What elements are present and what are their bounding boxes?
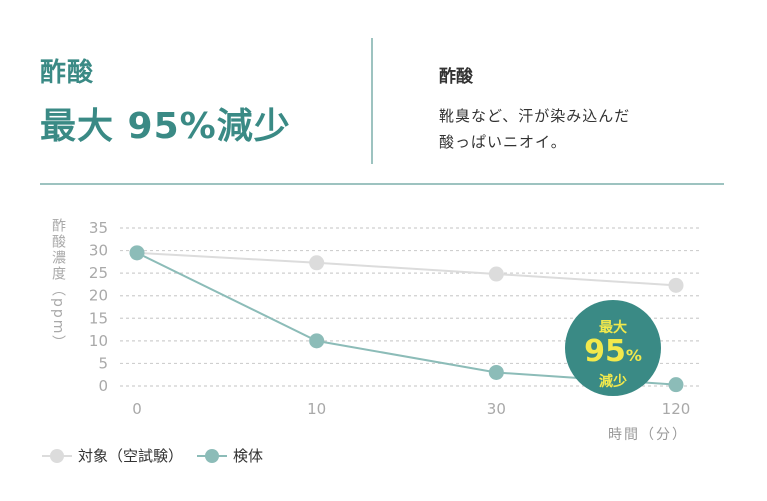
badge-value: 95	[584, 334, 626, 369]
legend-marker-sample	[197, 448, 228, 464]
x-tick-label: 30	[487, 400, 506, 418]
data-point-sample	[488, 364, 504, 380]
y-tick-label: 35	[89, 219, 108, 237]
data-point-control	[309, 255, 325, 271]
badge-line-3: 減少	[599, 374, 627, 390]
badge-line-1: 最大	[599, 320, 627, 336]
y-tick-label: 30	[89, 242, 108, 260]
description-title: 酢酸	[439, 67, 473, 87]
data-point-sample	[309, 333, 325, 349]
vertical-divider	[371, 38, 373, 164]
y-tick-label: 20	[89, 287, 108, 305]
x-tick-label: 10	[307, 400, 326, 418]
description-line-2: 酸っぱいニオイ。	[439, 133, 567, 151]
description-block: 酢酸 靴臭など、汗が染み込んだ 酸っぱいニオイ。	[439, 62, 630, 155]
description-text: 靴臭など、汗が染み込んだ 酸っぱいニオイ。	[439, 103, 630, 155]
legend-label-sample: 検体	[233, 447, 264, 465]
badge-percent: %	[625, 346, 642, 365]
legend-marker-control	[42, 448, 72, 464]
data-point-control	[488, 266, 504, 282]
description-line-1: 靴臭など、汗が染み込んだ	[439, 107, 631, 125]
category-label: 酢酸	[40, 58, 95, 88]
legend-item-sample: 検体	[197, 445, 263, 466]
y-tick-label: 0	[98, 377, 108, 395]
series-line-control	[136, 251, 677, 287]
y-tick-label: 5	[98, 354, 108, 372]
reduction-badge: 最大 95% 減少	[565, 300, 661, 396]
horizontal-divider	[40, 183, 724, 185]
data-point-sample	[129, 245, 145, 261]
y-tick-label: 10	[89, 332, 108, 350]
x-tick-label: 120	[662, 400, 691, 418]
data-point-sample	[668, 377, 684, 393]
headline-block: 酢酸 最大 95%減少	[40, 52, 291, 149]
x-axis-label: 時間（分）	[608, 427, 688, 443]
legend-item-control: 対象（空試験）	[42, 445, 183, 466]
y-axis-label: 酢酸濃度（ppm）	[50, 218, 66, 352]
x-tick-label: 0	[132, 400, 142, 418]
headline: 最大 95%減少	[40, 106, 291, 147]
chart-legend: 対象（空試験） 検体	[42, 445, 277, 466]
y-tick-label: 15	[89, 309, 108, 327]
y-tick-label: 25	[89, 264, 108, 282]
legend-label-control: 対象（空試験）	[78, 447, 184, 465]
badge-number: 95%	[565, 337, 661, 371]
data-point-control	[668, 277, 684, 293]
